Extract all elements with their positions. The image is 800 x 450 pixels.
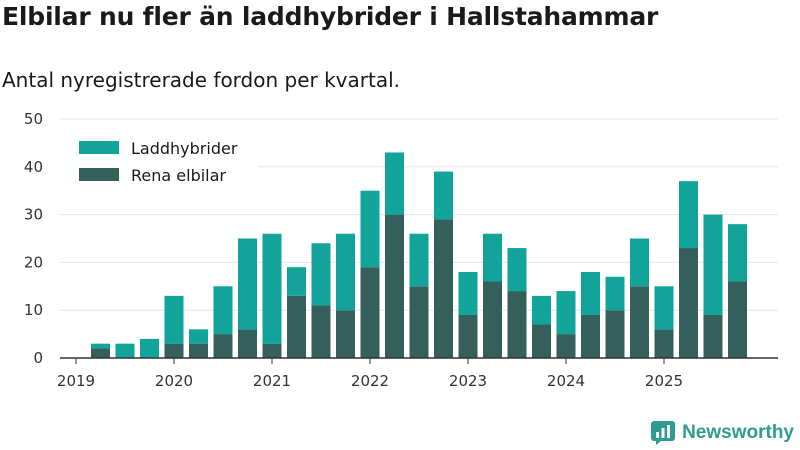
bar-rena-elbilar — [483, 281, 502, 358]
bar-rena-elbilar — [581, 314, 600, 358]
bar-laddhybrider — [532, 295, 551, 325]
x-tick-label: 2020 — [155, 372, 193, 390]
bar-rena-elbilar — [458, 314, 478, 358]
bar-laddhybrider — [556, 291, 576, 335]
y-tick-label: 20 — [24, 253, 43, 271]
bar-laddhybrider — [115, 343, 135, 358]
bar-rena-elbilar — [336, 310, 355, 358]
y-tick-label: 40 — [24, 158, 43, 176]
bar-rena-elbilar — [703, 314, 723, 358]
bar-laddhybrider — [262, 233, 282, 344]
chart-subtitle: Antal nyregistrerade fordon per kvartal. — [2, 68, 401, 92]
bar-rena-elbilar — [532, 324, 551, 358]
newsworthy-logo-icon — [651, 421, 676, 445]
bar-rena-elbilar — [728, 281, 747, 358]
bar-rena-elbilar — [189, 343, 208, 358]
bar-laddhybrider — [213, 286, 233, 335]
x-tick-label: 2021 — [253, 372, 291, 390]
x-tick-label: 2022 — [351, 372, 389, 390]
bar-rena-elbilar — [385, 214, 404, 358]
bar-laddhybrider — [409, 233, 429, 287]
bar-rena-elbilar — [311, 305, 331, 358]
bar-rena-elbilar — [605, 310, 625, 358]
bar-laddhybrider — [654, 286, 674, 330]
bar-rena-elbilar — [213, 334, 233, 358]
bar-rena-elbilar — [91, 348, 110, 358]
bar-rena-elbilar — [287, 295, 306, 358]
bar-laddhybrider — [91, 343, 110, 349]
y-axis-ticks: 0 10 20 30 40 50 — [24, 110, 43, 367]
x-tick-label: 2025 — [645, 372, 683, 390]
x-tick-label: 2023 — [449, 372, 487, 390]
bar-rena-elbilar — [238, 329, 257, 358]
bar-laddhybrider — [507, 248, 527, 292]
x-axis: 2019 2020 2021 2022 2023 2024 2025 — [57, 357, 778, 390]
bar-laddhybrider — [385, 152, 404, 215]
brand-name: Newsworthy — [682, 422, 794, 443]
bar-rena-elbilar — [434, 219, 453, 358]
bars — [91, 152, 747, 358]
x-tick-label: 2019 — [57, 372, 95, 390]
y-tick-label: 10 — [24, 301, 43, 319]
bar-rena-elbilar — [507, 291, 527, 358]
bar-laddhybrider — [630, 238, 649, 287]
bar-rena-elbilar — [654, 329, 674, 358]
y-tick-label: 0 — [33, 349, 43, 367]
bar-laddhybrider — [581, 271, 600, 315]
legend-label-laddhybrider: Laddhybrider — [131, 139, 238, 158]
bar-laddhybrider — [238, 238, 257, 330]
bar-rena-elbilar — [360, 267, 380, 358]
chart-title: Elbilar nu fler än laddhybrider i Hallst… — [2, 2, 659, 31]
legend: Laddhybrider Rena elbilar — [60, 130, 258, 190]
bar-laddhybrider — [728, 224, 747, 282]
bar-laddhybrider — [311, 243, 331, 306]
bar-laddhybrider — [458, 271, 478, 315]
legend-label-rena-elbilar: Rena elbilar — [131, 166, 226, 185]
bar-laddhybrider — [434, 171, 453, 220]
bar-laddhybrider — [703, 214, 723, 315]
bar-rena-elbilar — [630, 286, 649, 358]
bar-rena-elbilar — [262, 343, 282, 358]
legend-swatch-rena-elbilar — [79, 168, 119, 181]
bar-rena-elbilar — [409, 286, 429, 358]
bar-laddhybrider — [679, 181, 698, 249]
bar-laddhybrider — [140, 338, 159, 358]
bar-rena-elbilar — [679, 248, 698, 358]
bar-laddhybrider — [189, 329, 208, 344]
bar-laddhybrider — [483, 233, 502, 282]
bar-rena-elbilar — [556, 334, 576, 358]
y-tick-label: 30 — [24, 206, 43, 224]
y-tick-label: 50 — [24, 110, 43, 128]
x-tick-label: 2024 — [547, 372, 585, 390]
bar-rena-elbilar — [164, 343, 184, 358]
bar-laddhybrider — [336, 233, 355, 311]
bar-laddhybrider — [287, 267, 306, 296]
bar-laddhybrider — [360, 190, 380, 268]
bar-laddhybrider — [164, 295, 184, 344]
newsworthy-brand: Newsworthy — [650, 420, 794, 446]
legend-swatch-laddhybrider — [79, 141, 119, 154]
bar-laddhybrider — [605, 276, 625, 311]
